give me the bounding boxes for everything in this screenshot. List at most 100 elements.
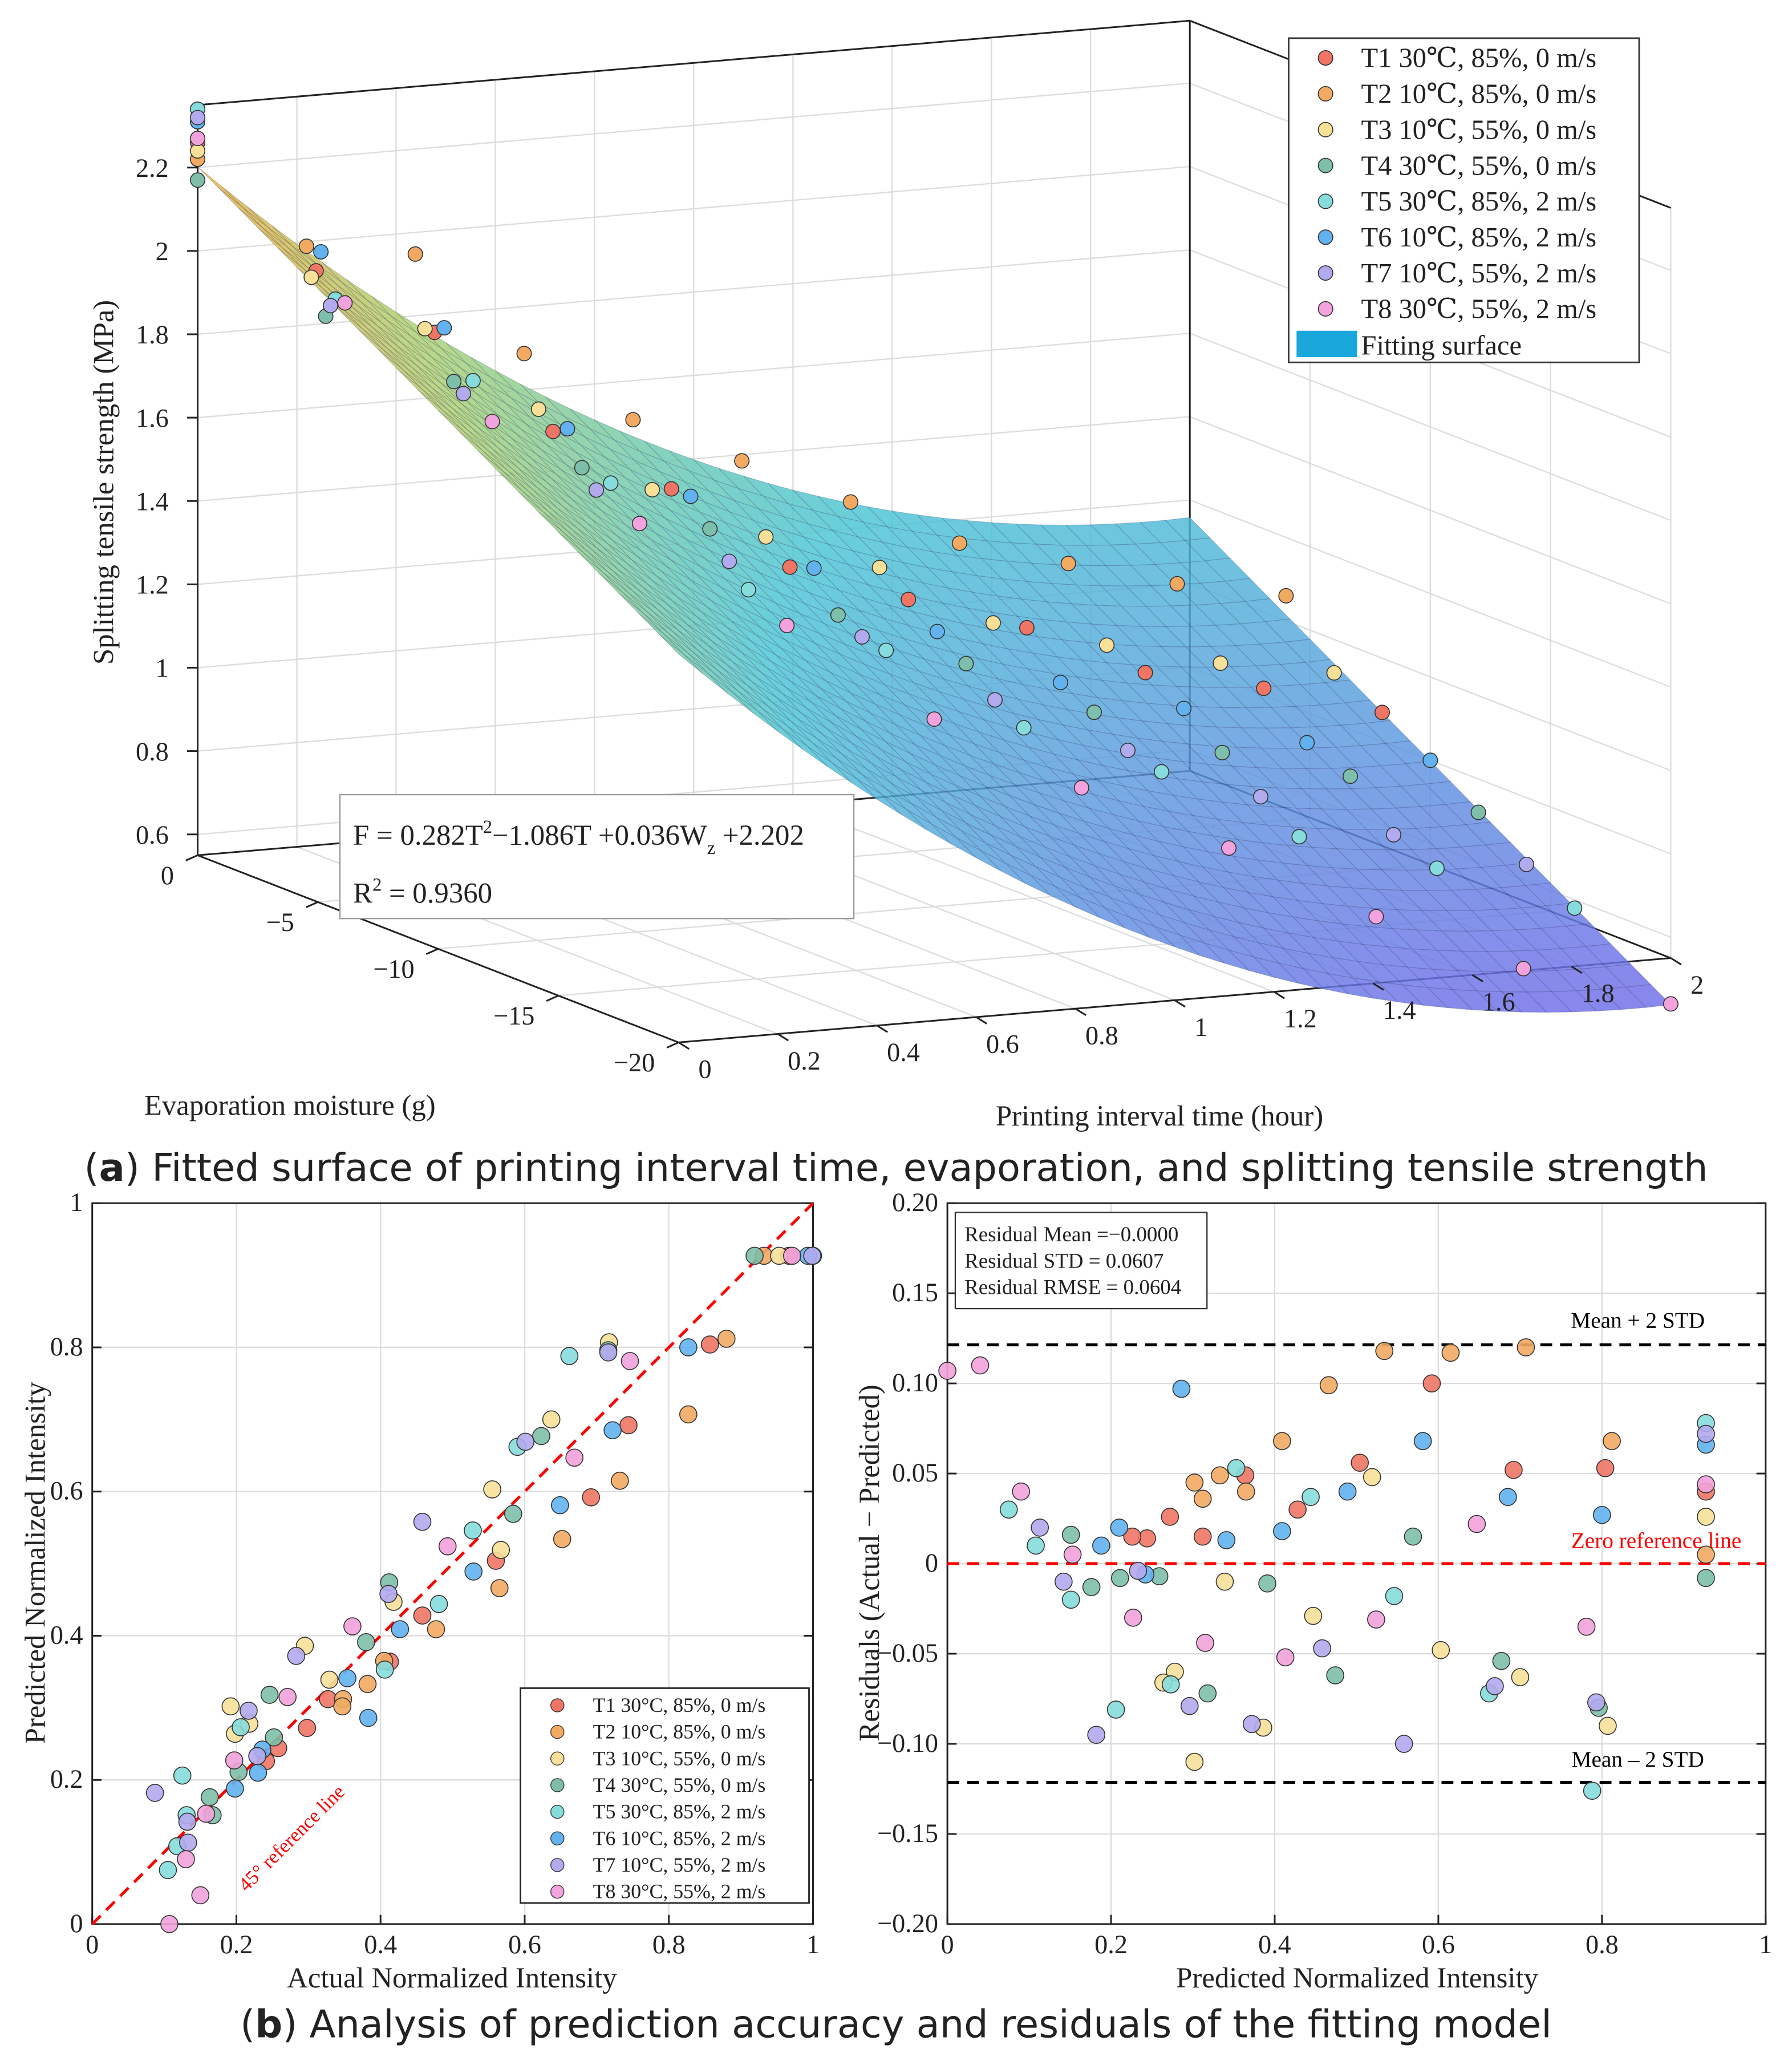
pr-xtick-label: 0 bbox=[941, 1930, 954, 1959]
pl-point-T1 bbox=[298, 1719, 317, 1738]
pr-point-T8 bbox=[1196, 1634, 1214, 1652]
pl-point-T8 bbox=[197, 1804, 216, 1823]
surface-patch bbox=[956, 837, 1002, 872]
pr-point-T6 bbox=[1092, 1536, 1110, 1555]
pl-point-T1 bbox=[700, 1335, 719, 1354]
pr-point-T1 bbox=[1596, 1459, 1615, 1477]
surface-patch bbox=[217, 187, 263, 228]
t-tick bbox=[777, 1033, 789, 1042]
pr-reference-lines: Mean + 2 STD Zero reference line Mean – 2 … bbox=[947, 1309, 1766, 1784]
legend-label-surface: Fitting surface bbox=[1361, 330, 1522, 361]
surface-patch bbox=[1575, 989, 1622, 1011]
equation-box: F = 0.282T2−1.086T +0.036Wz +2.202 R2 = … bbox=[339, 793, 855, 920]
pr-xtick-label: 1 bbox=[1759, 1930, 1772, 1959]
pr-point-T5 bbox=[1302, 1488, 1320, 1507]
surface-patch bbox=[1203, 942, 1250, 971]
pl-ytick-label: 0.2 bbox=[50, 1764, 83, 1793]
data-point-T5 bbox=[740, 582, 756, 598]
surface-patch bbox=[1600, 986, 1647, 1010]
pl-point-T7 bbox=[413, 1512, 432, 1531]
pl-legend-label-T2: T2 10°C, 85%, 0 m/s bbox=[593, 1720, 766, 1743]
pl-legend-marker-T7 bbox=[550, 1858, 565, 1872]
surface-patch bbox=[222, 187, 268, 228]
residual-chart: 0 0.2 0.4 0.6 0.8 1 −0.20 −0.15 −0.10 −0.05 0 0.05 0… bbox=[853, 1188, 1772, 1994]
pr-point-T3 bbox=[1304, 1606, 1323, 1625]
data-point-T8 bbox=[779, 617, 795, 633]
surface-patch bbox=[708, 673, 753, 714]
pr-point-T7 bbox=[1055, 1572, 1073, 1591]
pl-point-T6 bbox=[226, 1779, 244, 1798]
data-point-T2 bbox=[1278, 588, 1294, 604]
surface-patch bbox=[832, 762, 878, 800]
pr-point-T5 bbox=[1385, 1587, 1404, 1605]
pl-point-T6 bbox=[679, 1338, 698, 1357]
legend-label-T3: T3 10℃, 55%, 0 m/s bbox=[1361, 115, 1597, 145]
pl-point-T2 bbox=[553, 1530, 571, 1548]
data-point-T2 bbox=[734, 453, 750, 469]
pr-point-T4 bbox=[1258, 1574, 1276, 1593]
data-point-T6 bbox=[436, 320, 452, 336]
pr-point-T6 bbox=[1413, 1432, 1432, 1451]
caption-a: (a) Fitted surface of printing interval … bbox=[84, 1145, 1708, 1190]
pr-xtick-label: 0.4 bbox=[1258, 1930, 1291, 1959]
data-point-T7 bbox=[987, 692, 1003, 708]
t-tick bbox=[1571, 966, 1583, 974]
pl-point-T6 bbox=[249, 1763, 267, 1782]
pl-point-T8 bbox=[783, 1246, 801, 1265]
data-point-T4 bbox=[1343, 768, 1359, 784]
pl-point-T5 bbox=[173, 1766, 192, 1785]
pr-point-T1 bbox=[1123, 1527, 1142, 1546]
pr-point-T8 bbox=[1276, 1648, 1295, 1667]
pl-point-T8 bbox=[621, 1352, 639, 1370]
data-point-T3 bbox=[1326, 665, 1342, 681]
z-tick-label: 1 bbox=[156, 654, 169, 683]
pl-xtick-label: 1 bbox=[806, 1930, 820, 1959]
surface-patch bbox=[1179, 934, 1225, 964]
data-point-T7 bbox=[1385, 827, 1401, 843]
t-tick-label: 0.6 bbox=[986, 1029, 1019, 1058]
pr-point-T3 bbox=[1432, 1641, 1450, 1659]
data-point-T2 bbox=[1169, 576, 1185, 592]
pl-point-T7 bbox=[248, 1747, 266, 1766]
data-point-T7 bbox=[1120, 742, 1136, 758]
equation-text: F = 0.282T2−1.086T +0.036Wz +2.202 bbox=[353, 816, 804, 858]
t-tick bbox=[1670, 957, 1682, 966]
w-tick-label: −10 bbox=[373, 954, 414, 983]
legend-label-T6: T6 10℃, 85%, 2 m/s bbox=[1361, 222, 1597, 253]
surface-patch bbox=[757, 711, 803, 750]
pl-point-T7 bbox=[803, 1246, 822, 1265]
data-point-T6 bbox=[1176, 701, 1192, 716]
pl-point-T6 bbox=[603, 1421, 622, 1440]
data-point-T3 bbox=[758, 529, 774, 545]
pl-legend-marker-T3 bbox=[550, 1751, 565, 1766]
pl-point-T8 bbox=[278, 1688, 297, 1706]
t-axis-label: Printing interval time (hour) bbox=[996, 1100, 1323, 1132]
pl-ytick-label: 0.4 bbox=[50, 1620, 83, 1649]
t-tick-label: 1.8 bbox=[1582, 979, 1615, 1008]
pr-point-T2 bbox=[1193, 1489, 1212, 1508]
pl-points bbox=[145, 1246, 822, 1933]
pr-ytick-label: −0.05 bbox=[877, 1638, 938, 1667]
data-point-T7 bbox=[589, 482, 605, 498]
pr-point-T1 bbox=[1351, 1453, 1369, 1472]
pr-point-T8 bbox=[1467, 1515, 1486, 1533]
pl-point-T3 bbox=[221, 1697, 240, 1716]
pl-point-T6 bbox=[551, 1496, 569, 1515]
pl-legend-marker-T6 bbox=[550, 1831, 565, 1846]
pl-point-T5 bbox=[159, 1861, 177, 1879]
pl-point-T5 bbox=[429, 1595, 448, 1613]
data-point-T1 bbox=[1137, 665, 1153, 681]
pr-point-T4 bbox=[1326, 1666, 1344, 1685]
pl-point-T7 bbox=[178, 1812, 197, 1831]
t-tick bbox=[876, 1025, 889, 1033]
pr-xtick-label: 0.2 bbox=[1094, 1930, 1128, 1959]
stat-std: Residual STD = 0.0607 bbox=[964, 1249, 1163, 1272]
pl-xtick-label: 0 bbox=[86, 1930, 99, 1959]
t-tick-label: 0.4 bbox=[887, 1038, 920, 1067]
pr-point-T8 bbox=[1012, 1482, 1031, 1501]
data-point-T1 bbox=[1374, 704, 1390, 720]
w-tick bbox=[425, 948, 439, 955]
z-tick-label: 0.8 bbox=[136, 737, 169, 766]
data-point-T3 bbox=[303, 269, 319, 285]
